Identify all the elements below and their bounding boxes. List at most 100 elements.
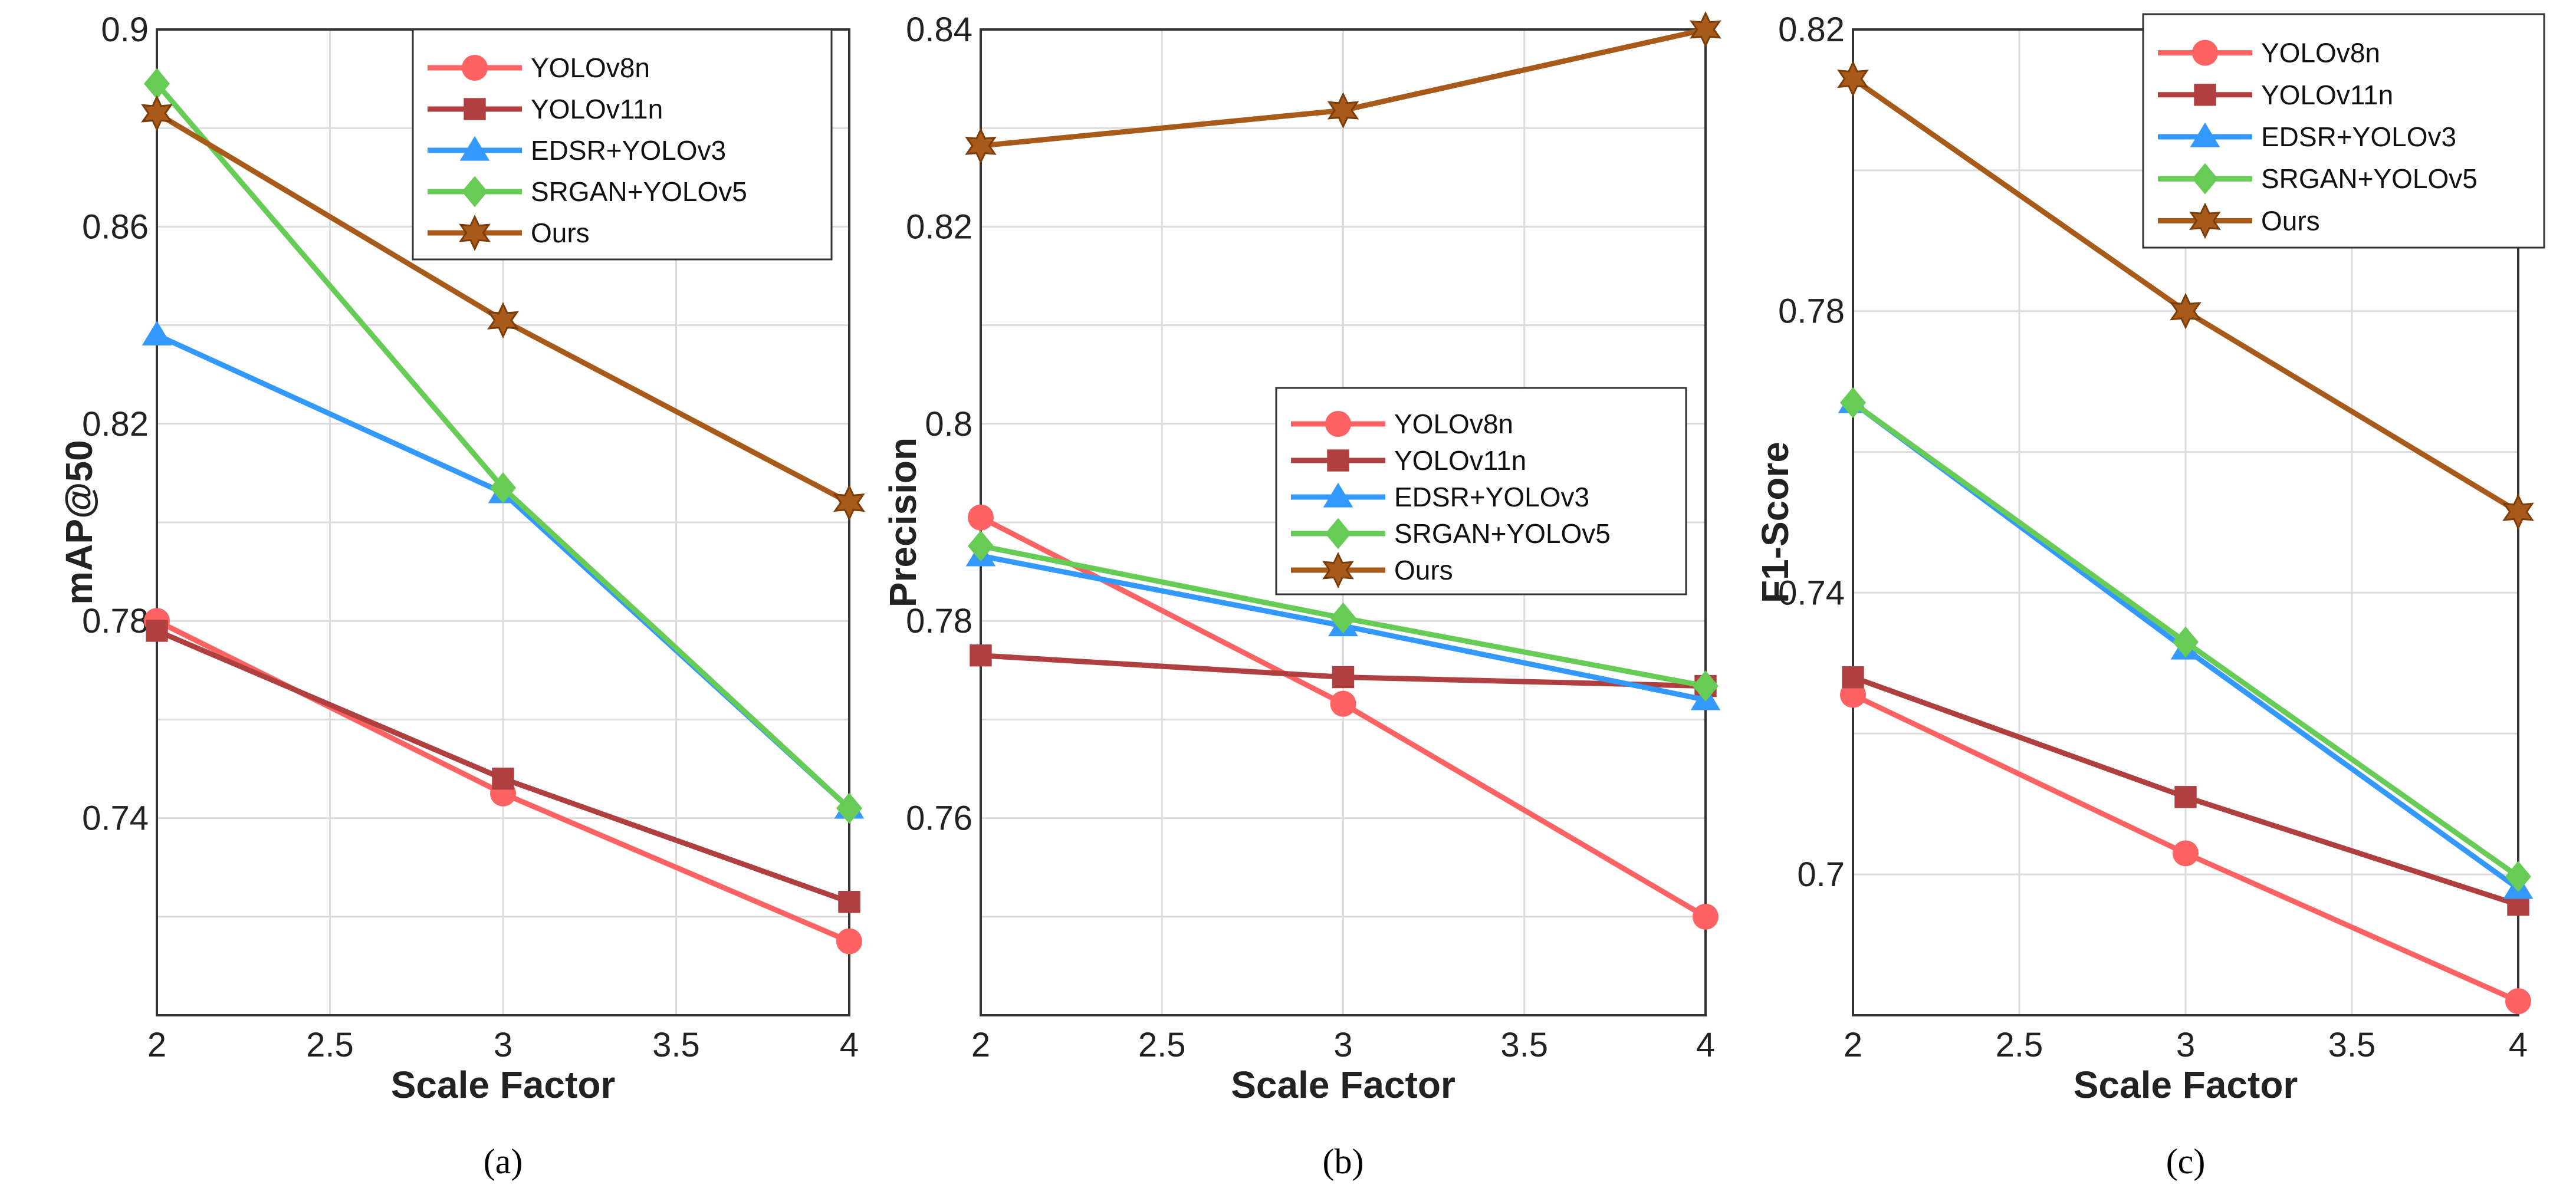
data-point xyxy=(141,95,173,132)
x-tick-label: 2.5 xyxy=(306,1026,354,1064)
data-point xyxy=(146,620,168,642)
series-yolov11n xyxy=(1842,666,2529,916)
y-axis-label: F1-Score xyxy=(1754,442,1796,603)
y-tick-label: 0.82 xyxy=(82,405,149,443)
data-point xyxy=(2502,493,2534,531)
legend-marker xyxy=(1322,552,1354,588)
legend-marker xyxy=(1325,518,1351,549)
data-point xyxy=(1327,92,1359,129)
data-point xyxy=(2170,292,2202,330)
chart-panel-b: 2 2.5 3 3.5 4 0.76 0.78 0.8 0.82 0.84 Scale Factor… xyxy=(882,11,1721,1181)
x-tick-label: 3 xyxy=(494,1026,512,1064)
legend-marker xyxy=(2194,84,2216,106)
data-point xyxy=(1840,682,1866,708)
panel-label: (b) xyxy=(1323,1142,1364,1181)
x-tick-label: 3.5 xyxy=(1500,1026,1548,1064)
y-tick-label: 0.76 xyxy=(906,799,972,838)
data-point xyxy=(970,644,992,667)
data-point xyxy=(1330,690,1356,717)
panel-label: (c) xyxy=(2166,1142,2206,1181)
x-tick-label: 4 xyxy=(2509,1026,2528,1064)
y-tick-label: 0.82 xyxy=(1778,11,1845,49)
y-tick-label: 0.74 xyxy=(1778,574,1845,612)
data-point xyxy=(1837,60,1869,97)
legend-marker xyxy=(459,136,490,161)
x-tick-label: 3.5 xyxy=(2328,1026,2376,1064)
y-axis-label: mAP@50 xyxy=(58,440,100,604)
y-tick-label: 0.78 xyxy=(82,602,149,640)
data-point xyxy=(833,484,865,521)
legend-marker xyxy=(462,176,488,208)
y-tick-label: 0.7 xyxy=(1797,855,1845,894)
data-point xyxy=(2173,626,2199,658)
legend-label: YOLOv11n xyxy=(2261,80,2393,110)
chart-panel-c: 2 2.5 3 3.5 4 0.7 0.74 0.78 0.82 Scale Factor F1-S… xyxy=(1754,11,2545,1181)
legend-label: SRGAN+YOLOv5 xyxy=(531,176,747,207)
legend-marker xyxy=(2192,163,2218,195)
data-point xyxy=(1693,670,1719,702)
data-point xyxy=(968,530,994,562)
y-tick-label: 0.78 xyxy=(1778,292,1845,331)
legend-marker xyxy=(2192,40,2218,66)
data-point xyxy=(1693,903,1719,930)
legend-marker xyxy=(1325,411,1351,437)
data-point xyxy=(968,504,994,531)
legend-label: Ours xyxy=(531,218,590,248)
data-point xyxy=(1840,387,1866,419)
series-yolov8n xyxy=(1840,682,2531,1015)
legend-label: YOLOv11n xyxy=(1394,445,1526,476)
series-srgan-yolov5 xyxy=(1840,387,2531,893)
data-point xyxy=(2505,861,2531,893)
data-point xyxy=(1332,666,1355,689)
y-tick-label: 0.78 xyxy=(906,602,972,640)
legend-label: EDSR+YOLOv3 xyxy=(2261,121,2456,152)
y-tick-label: 0.74 xyxy=(82,799,149,838)
legend-label: YOLOv8n xyxy=(2261,38,2380,68)
x-tick-label: 4 xyxy=(840,1026,859,1064)
legend-label: EDSR+YOLOv3 xyxy=(1394,482,1589,512)
y-tick-label: 0.8 xyxy=(925,405,972,443)
legend-marker xyxy=(1323,482,1353,508)
x-tick-label: 3 xyxy=(1333,1026,1352,1064)
data-point xyxy=(487,302,519,339)
series-ours xyxy=(1837,60,2534,531)
legend-label: EDSR+YOLOv3 xyxy=(531,135,726,166)
legend-label: SRGAN+YOLOv5 xyxy=(1394,518,1611,549)
x-tick-label: 2 xyxy=(971,1026,990,1064)
legend-marker xyxy=(459,214,491,252)
x-tick-label: 4 xyxy=(1696,1026,1715,1064)
x-tick-label: 2.5 xyxy=(1996,1026,2043,1064)
series-ours xyxy=(141,95,865,521)
legend-label: Ours xyxy=(1394,555,1453,585)
data-point xyxy=(1690,11,1721,48)
data-point xyxy=(490,472,516,503)
data-point xyxy=(1842,666,1864,689)
data-point xyxy=(144,68,170,100)
x-tick-label: 2 xyxy=(1844,1026,1862,1064)
x-axis-label: Scale Factor xyxy=(2074,1064,2298,1106)
y-axis-label: Precision xyxy=(882,437,924,607)
chart-panel-a: 2 2.5 3 3.5 4 0.74 0.78 0.82 0.86 0.9 Scale Factor… xyxy=(58,11,865,1181)
series-srgan-yolov5 xyxy=(968,530,1719,702)
legend-label: Ours xyxy=(2261,205,2320,236)
x-tick-label: 3 xyxy=(2176,1026,2195,1064)
data-point xyxy=(965,127,997,164)
legend-label: YOLOv11n xyxy=(531,94,663,124)
legend-marker xyxy=(462,55,488,81)
legend-label: YOLOv8n xyxy=(1394,409,1513,439)
x-tick-label: 2.5 xyxy=(1138,1026,1186,1064)
legend-marker xyxy=(2189,202,2221,239)
legend: YOLOv8n YOLOv11n EDSR+YOLOv3 SRGAN+YOLOv5 Ou… xyxy=(1275,387,1687,595)
series-srgan-yolov5 xyxy=(144,68,862,824)
legend: YOLOv8n YOLOv11n EDSR+YOLOv3 SRGAN+YOLOv5 Ou… xyxy=(412,28,833,261)
data-point xyxy=(2174,786,2197,808)
legend-label: YOLOv8n xyxy=(531,52,650,83)
y-tick-label: 0.86 xyxy=(82,208,149,246)
legend-label: SRGAN+YOLOv5 xyxy=(2261,163,2478,194)
x-axis-label: Scale Factor xyxy=(391,1064,616,1106)
legend-marker xyxy=(2190,122,2220,147)
panel-label: (a) xyxy=(484,1142,523,1181)
series-yolov11n xyxy=(146,620,860,913)
